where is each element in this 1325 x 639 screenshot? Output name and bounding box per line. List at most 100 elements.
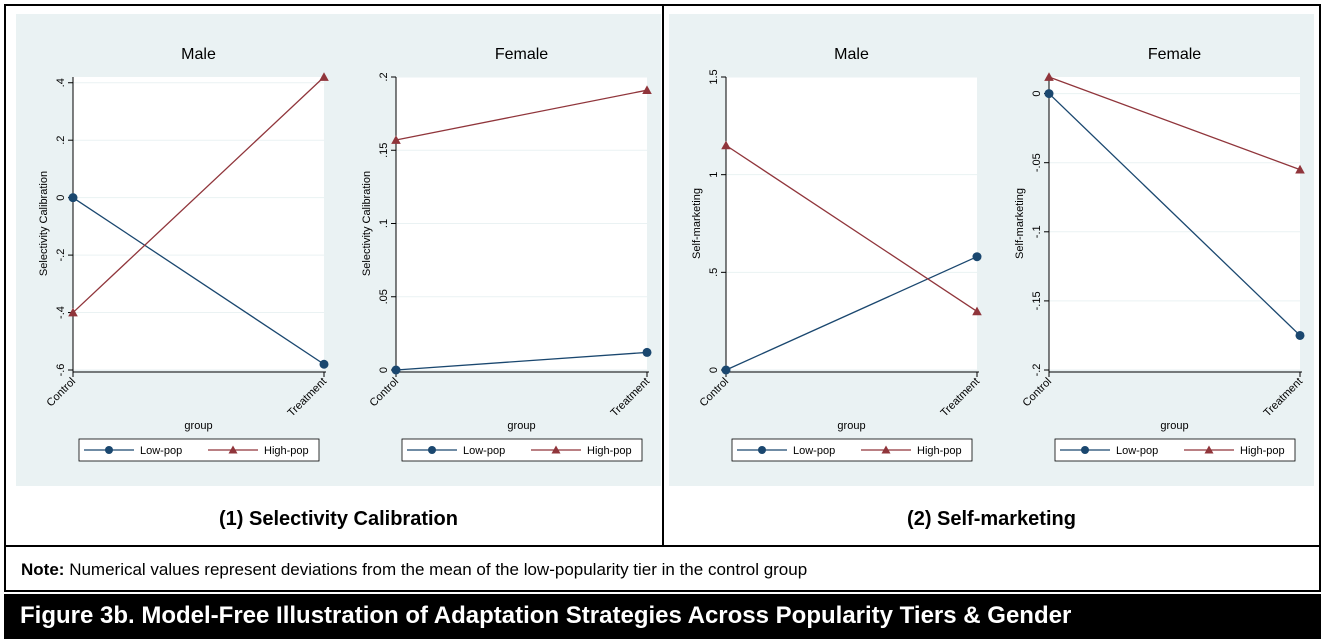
y-tick-label: -.6 [55, 364, 67, 377]
vertical-divider [662, 4, 664, 547]
y-tick-label: 1 [708, 172, 720, 178]
subplot-title: Male [181, 46, 216, 63]
horizontal-divider [4, 545, 1321, 547]
x-axis-label: group [507, 420, 535, 432]
series-line-high-pop [395, 89, 648, 141]
series-line-low-pop [1048, 93, 1301, 336]
data-point-low-pop [68, 193, 78, 203]
plot-area [73, 77, 324, 370]
y-axis-label: Selectivity Calibration [38, 171, 50, 276]
legend: Low-pop High-pop [78, 438, 320, 462]
legend-marker-circle [758, 446, 766, 454]
data-point-high-pop [1295, 164, 1305, 174]
legend-marker-triangle [551, 445, 561, 454]
y-tick-label: -.2 [1031, 364, 1043, 377]
data-point-low-pop [972, 252, 982, 262]
x-tick-label: Control [1021, 376, 1055, 410]
legend: Low-pop High-pop [401, 438, 643, 462]
figure-note: Note: Numerical values represent deviati… [21, 559, 807, 581]
legend-box [731, 438, 973, 462]
y-tick-label: 0 [708, 367, 720, 373]
x-tick-label: Treatment [1261, 376, 1305, 420]
x-tick-label: Control [45, 376, 79, 410]
legend-label: High-pop [264, 445, 309, 457]
x-tick-label: Treatment [285, 376, 329, 420]
legend-marker-circle [105, 446, 113, 454]
y-tick-label: -.05 [1031, 153, 1043, 172]
data-point-high-pop [68, 307, 78, 317]
subplot-title: Female [1148, 46, 1201, 63]
panel-caption: (1) Selectivity Calibration [219, 508, 458, 530]
series-line-low-pop [725, 256, 978, 371]
panel-self-marketing: 0 .5 1 1.5 Control Treatment Male group Self-mar… [669, 14, 1314, 486]
legend-label: Low-pop [793, 445, 835, 457]
series-line-high-pop [1048, 76, 1301, 171]
series-line-low-pop [395, 351, 648, 371]
y-tick-label: .5 [708, 268, 720, 277]
y-tick-label: .2 [55, 136, 67, 145]
data-point-low-pop [1295, 330, 1305, 340]
y-axis-label: Selectivity Calibration [361, 171, 373, 276]
legend-marker-circle [428, 446, 436, 454]
panel-caption: (2) Self-marketing [907, 508, 1076, 530]
legend-label: High-pop [587, 445, 632, 457]
note-text: Numerical values represent deviations fr… [69, 560, 808, 579]
y-tick-label: -.4 [55, 306, 67, 319]
y-tick-label: 0 [55, 195, 67, 201]
data-point-high-pop [972, 306, 982, 316]
panel-selectivity-calibration: -.6 -.4 -.2 0 .2 .4 Control Treatment Male group S… [16, 14, 661, 486]
x-tick-label: Treatment [938, 376, 982, 420]
legend-box [78, 438, 320, 462]
legend-marker-triangle [881, 445, 891, 454]
figure-title-bar: Figure 3b. Model-Free Illustration of Ad… [4, 594, 1321, 639]
legend-marker-triangle [1204, 445, 1214, 454]
y-tick-label: -.15 [1031, 291, 1043, 310]
subplot-female-selectivity: 0 .05 .1 .15 .2 Control Treatment Female group Se… [361, 46, 652, 462]
legend-box [401, 438, 643, 462]
x-axis-label: group [1160, 420, 1188, 432]
subplot-male-selectivity: -.6 -.4 -.2 0 .2 .4 Control Treatment Male group S… [38, 46, 329, 462]
data-point-low-pop [721, 365, 731, 375]
series-line-high-pop [72, 76, 325, 314]
y-tick-label: -.1 [1031, 225, 1043, 238]
x-tick-label: Treatment [608, 376, 652, 420]
legend-box [1054, 438, 1296, 462]
legend-marker-circle [1081, 446, 1089, 454]
subplot-title: Female [495, 46, 548, 63]
y-tick-label: 1.5 [708, 69, 720, 84]
x-tick-label: Control [368, 376, 402, 410]
note-label: Note: [21, 560, 65, 579]
plot-area [1049, 77, 1300, 370]
subplot-title: Male [834, 46, 869, 63]
y-tick-label: .2 [378, 72, 390, 81]
legend-marker-triangle [228, 445, 238, 454]
legend: Low-pop High-pop [731, 438, 973, 462]
legend-label: Low-pop [1116, 445, 1158, 457]
data-point-high-pop [319, 72, 329, 81]
data-point-low-pop [642, 347, 652, 357]
y-axis-label: Self-marketing [691, 188, 703, 259]
data-point-high-pop [721, 140, 731, 150]
legend: Low-pop High-pop [1054, 438, 1296, 462]
y-tick-label: 0 [1031, 91, 1043, 97]
x-axis-label: group [184, 420, 212, 432]
y-tick-label: .1 [378, 219, 390, 228]
legend-label: Low-pop [140, 445, 182, 457]
y-tick-label: .05 [378, 289, 390, 304]
x-tick-label: Control [698, 376, 732, 410]
data-point-high-pop [1044, 72, 1054, 81]
legend-label: High-pop [917, 445, 962, 457]
subplot-male-self-marketing: 0 .5 1 1.5 Control Treatment Male group Self-mar… [691, 46, 982, 462]
plot-area [726, 77, 977, 370]
x-axis-label: group [837, 420, 865, 432]
data-point-high-pop [642, 85, 652, 95]
data-point-low-pop [391, 365, 401, 375]
y-tick-label: .15 [378, 143, 390, 158]
series-line-high-pop [725, 144, 978, 312]
legend-label: Low-pop [463, 445, 505, 457]
y-tick-label: .4 [55, 78, 67, 87]
y-axis-label: Self-marketing [1014, 188, 1026, 259]
legend-label: High-pop [1240, 445, 1285, 457]
data-point-low-pop [319, 359, 329, 369]
y-tick-label: 0 [378, 367, 390, 373]
